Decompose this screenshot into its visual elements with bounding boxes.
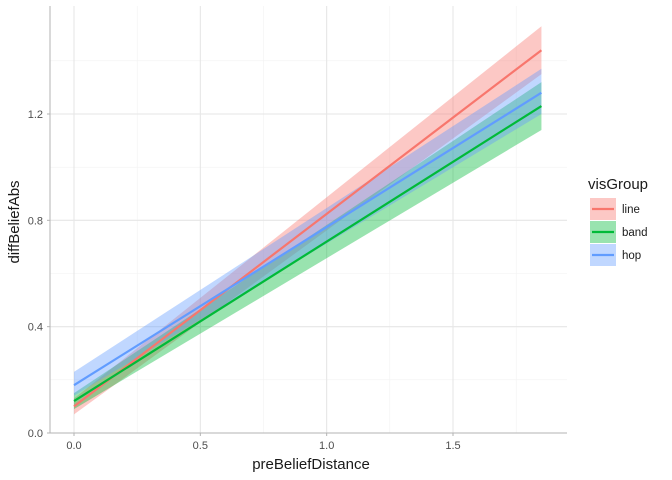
ribbon-hop [74, 68, 542, 396]
y-axis-ticks: 0.0 0.4 0.8 1.2 [28, 109, 50, 440]
x-tick-label: 0.5 [193, 440, 208, 452]
y-tick-label: 0.4 [28, 322, 43, 334]
y-tick-label: 0.8 [28, 215, 43, 227]
major-gridlines [50, 6, 567, 434]
x-axis-ticks: 0.0 0.5 1.0 1.5 [66, 433, 461, 452]
y-tick-label: 0.0 [28, 428, 43, 440]
legend-title: visGroup [588, 176, 648, 193]
series-line-line [73, 49, 543, 408]
y-axis-title: diffBeliefAbs [6, 180, 23, 263]
legend: visGroup line band hop [588, 176, 648, 266]
legend-item-line: line [590, 198, 640, 220]
legend-item-hop: hop [590, 244, 641, 266]
series-line-band [73, 105, 543, 403]
x-tick-label: 0.0 [66, 440, 81, 452]
legend-label-hop: hop [622, 250, 641, 262]
y-tick-label: 1.2 [28, 109, 43, 121]
legend-label-line: line [622, 204, 640, 216]
legend-label-band: band [622, 227, 648, 239]
x-tick-label: 1.0 [319, 440, 334, 452]
x-axis-title: preBeliefDistance [252, 456, 370, 473]
x-tick-label: 1.5 [445, 440, 460, 452]
legend-item-band: band [590, 221, 648, 243]
series-line-hop [73, 91, 543, 387]
regression-lines [73, 49, 543, 408]
minor-gridlines [50, 6, 567, 433]
